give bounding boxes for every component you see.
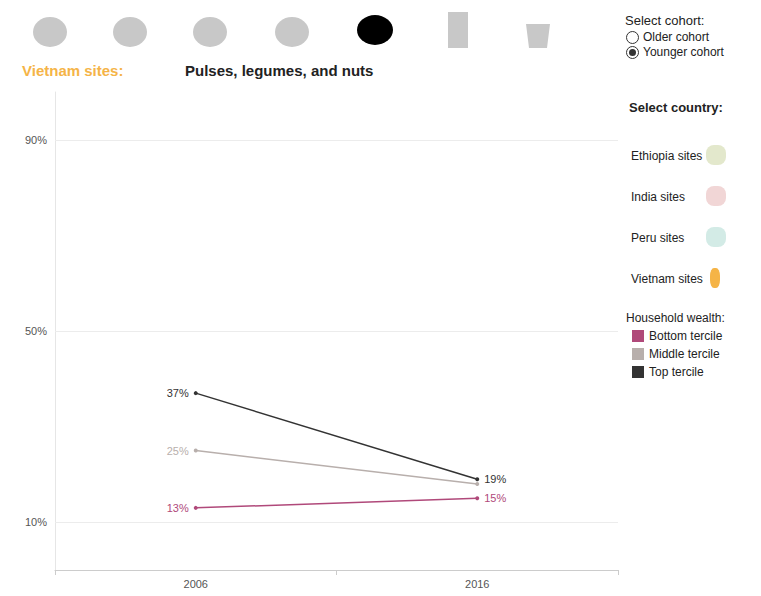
html-text:India sites: India sites: [631, 190, 685, 204]
html-text:Younger cohort: Younger cohort: [643, 45, 724, 59]
svg-text:10%: 10%: [25, 516, 47, 528]
svg-text:37%: 37%: [167, 387, 189, 399]
svg-text:2006: 2006: [184, 578, 208, 590]
html-text:Vietnam sites:: Vietnam sites:: [22, 62, 124, 79]
svg-text:Bottom tercile: Bottom tercile: [649, 329, 723, 343]
html-text:Ethiopia sites: Ethiopia sites: [631, 149, 703, 163]
html-text:Household wealth:: Household wealth:: [626, 311, 725, 325]
html-text:Older cohort: Older cohort: [643, 30, 709, 44]
svg-text:15%: 15%: [484, 492, 506, 504]
svg-text:19%: 19%: [484, 473, 506, 485]
html-text:Select country:: Select country:: [629, 100, 723, 115]
html-text:Peru sites: Peru sites: [631, 231, 685, 245]
html-text:Vietnam sites: Vietnam sites: [631, 272, 703, 286]
svg-text:Top tercile: Top tercile: [649, 365, 704, 379]
svg-text:Middle tercile: Middle tercile: [649, 347, 720, 361]
svg-text:90%: 90%: [25, 134, 47, 146]
svg-text:25%: 25%: [167, 445, 189, 457]
html-text:Pulses, legumes, and nuts: Pulses, legumes, and nuts: [185, 62, 374, 79]
svg-text:13%: 13%: [167, 502, 189, 514]
html-text:Select cohort:: Select cohort:: [625, 13, 705, 28]
svg-text:2016: 2016: [465, 578, 489, 590]
svg-text:50%: 50%: [25, 325, 47, 337]
